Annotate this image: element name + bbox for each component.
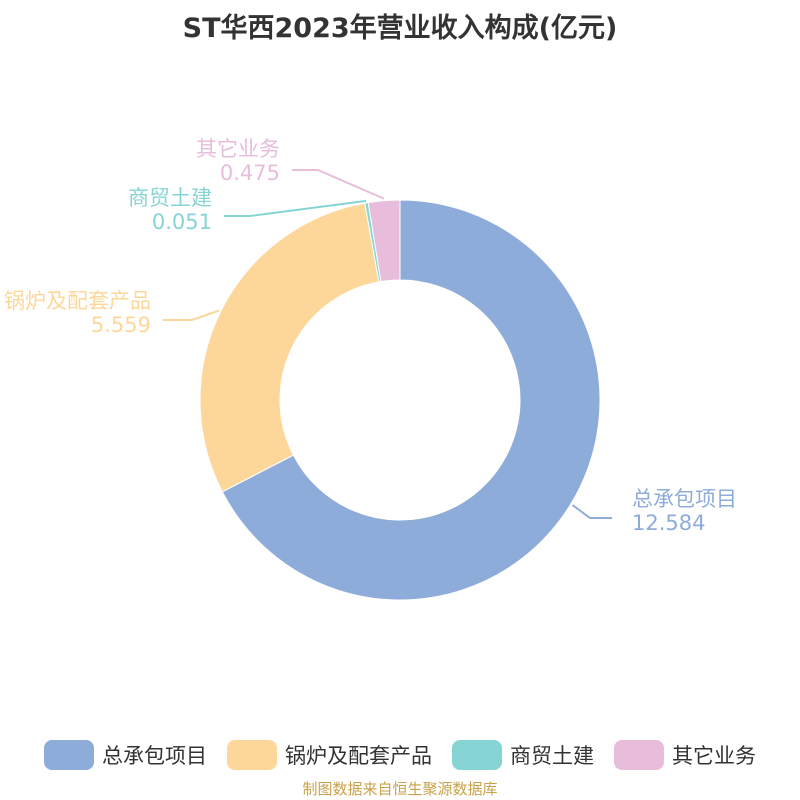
legend-label: 其它业务 — [672, 744, 756, 768]
leader-line-general-contracting — [571, 504, 612, 519]
chart-title: ST华西2023年营业收入构成(亿元) — [182, 13, 618, 44]
slice-label-name-trade-construction: 商贸土建 — [128, 186, 212, 210]
slice-label-value-general-contracting: 12.584 — [632, 511, 705, 535]
slice-boiler-products — [199, 202, 380, 493]
legend-item-boiler-products[interactable]: 锅炉及配套产品 — [227, 740, 432, 770]
legend-swatch — [227, 740, 277, 770]
slice-other-business — [367, 199, 401, 283]
slice-label-value-trade-construction: 0.051 — [152, 210, 212, 234]
source-note: 制图数据来自恒生聚源数据库 — [302, 780, 498, 798]
legend-label: 锅炉及配套产品 — [285, 744, 432, 768]
leader-line-other-business — [292, 169, 385, 200]
slices-group — [199, 199, 601, 601]
legend-swatch — [452, 740, 502, 770]
leader-lines-group — [163, 169, 612, 519]
legend-label: 总承包项目 — [102, 744, 207, 768]
legend-item-general-contracting[interactable]: 总承包项目 — [44, 740, 207, 770]
slice-label-value-boiler-products: 5.559 — [91, 313, 151, 337]
slice-label-name-other-business: 其它业务 — [196, 137, 280, 161]
slice-label-value-other-business: 0.475 — [220, 161, 280, 185]
legend-item-other-business[interactable]: 其它业务 — [614, 740, 756, 770]
slice-general-contracting — [221, 199, 601, 601]
slice-label-name-boiler-products: 锅炉及配套产品 — [4, 289, 151, 313]
leader-line-trade-construction — [224, 199, 367, 217]
legend-swatch — [614, 740, 664, 770]
legend-swatch — [44, 740, 94, 770]
legend-label: 商贸土建 — [510, 744, 594, 768]
legend: 总承包项目 锅炉及配套产品 商贸土建 其它业务 — [0, 738, 800, 772]
slice-label-name-general-contracting: 总承包项目 — [632, 487, 737, 511]
leader-line-boiler-products — [163, 309, 220, 321]
legend-item-trade-construction[interactable]: 商贸土建 — [452, 740, 594, 770]
